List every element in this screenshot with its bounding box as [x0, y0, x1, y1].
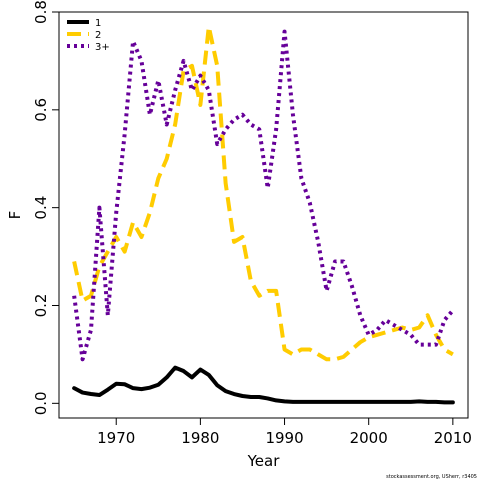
- x-axis-title: Year: [247, 452, 281, 470]
- x-tick-label: 1980: [181, 429, 219, 447]
- y-axis-title: F: [6, 211, 24, 220]
- series-line-1: [72, 365, 455, 405]
- axes-layer: 1970 1980 1990 2000 2010 0.0 0.2 0.4 0.6 0.8: [32, 0, 472, 447]
- series-line-3: [72, 29, 455, 362]
- legend-label-1: 1: [95, 18, 101, 29]
- y-tick-label: 0.8: [32, 0, 50, 24]
- y-tick-label: 0.6: [32, 98, 50, 122]
- x-tick-label: 2010: [434, 429, 472, 447]
- x-tick-label: 2000: [350, 429, 388, 447]
- legend-label-3: 3+: [95, 42, 110, 53]
- legend: 123+: [67, 18, 110, 53]
- y-tick-label: 0.0: [32, 391, 50, 415]
- x-tick-label: 1990: [265, 429, 303, 447]
- series-layer: [72, 24, 455, 405]
- y-tick-label: 0.2: [32, 294, 50, 318]
- x-tick-label: 1970: [97, 429, 135, 447]
- legend-label-2: 2: [95, 30, 101, 41]
- series-line-2: [72, 24, 454, 362]
- credit-text: stockassessment.org, USherr, r3405: [386, 474, 477, 480]
- y-tick-label: 0.4: [32, 196, 50, 220]
